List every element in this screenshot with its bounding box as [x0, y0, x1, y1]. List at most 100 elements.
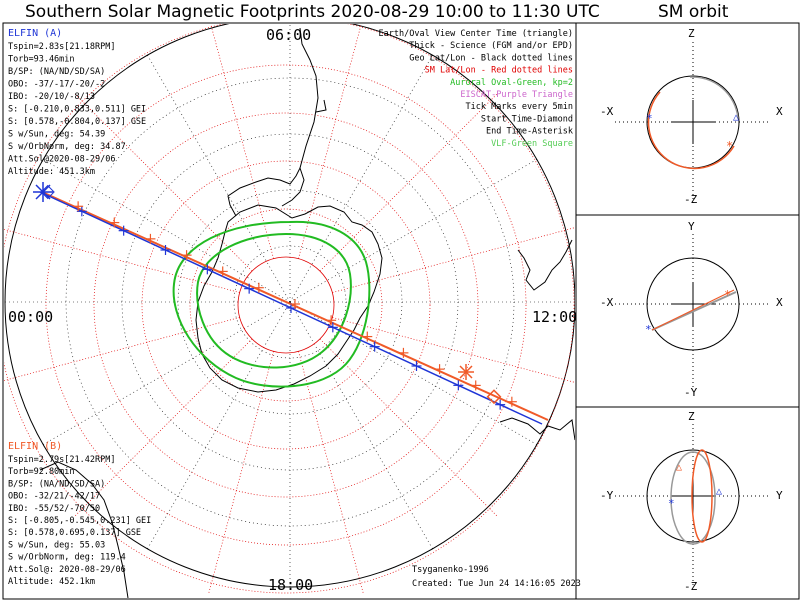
sm-lon-line [298, 351, 364, 595]
orbit-a-triangle-yz: △ [716, 486, 722, 497]
south-america-coastline [299, 27, 327, 169]
info-line: Altitude: 452.1km [8, 577, 95, 587]
orbit-path-b-xz [647, 91, 735, 170]
info-line: OBO: -37/-17/-20/-2 [8, 80, 105, 90]
legend-entry: VLF-Green Square [491, 139, 573, 149]
info-line: OBO: -32/21/-42/17 [8, 492, 100, 502]
info-line: S: [0.578,-0.804,0.137] GSE [8, 117, 146, 127]
orbit-yz-top: Z [688, 410, 695, 423]
sm-lat-circle [189, 208, 383, 402]
geo-lon-line [43, 301, 291, 445]
sm-lon-line [332, 227, 575, 293]
elfin-a-name: ELFIN (A) [8, 28, 62, 39]
info-line: S: [-0.210,0.833,0.511] GEI [8, 105, 146, 115]
geo-lon-line [147, 301, 291, 549]
legend-entry: SM Lat/Lon - Red dotted lines [425, 66, 573, 76]
australia-coastline [499, 417, 575, 441]
geo-lon-line [43, 159, 291, 303]
sm-lat-circle [45, 64, 527, 546]
africa-coastline [39, 461, 129, 598]
info-line: S w/OrbNorm, deg: 34.87 [8, 142, 126, 152]
info-line: Att.Sol@2020-08-29/06 [8, 155, 115, 165]
info-line: IBO: -55/52/-70/50 [8, 504, 100, 514]
elfin-a-diamond [40, 184, 55, 200]
orbit-title: SM orbit [658, 2, 729, 22]
sm-lon-line [208, 351, 274, 595]
orbit-b-end-xz: * [726, 139, 733, 153]
sm-lon-line [4, 229, 240, 293]
orbit-xy-right: X [776, 296, 783, 309]
orbit-xy-left: -X [600, 296, 614, 309]
orbit-panel-yz: △ * △ Z -Z -Y Y [600, 410, 783, 593]
legend-entry: Auroral Oval-Green, kp=2 [450, 78, 573, 88]
orbit-a-start-yz: * [668, 497, 675, 510]
elfin-b-start-diamond [486, 389, 502, 405]
orbit-xz-bottom: -Z [684, 193, 698, 206]
auroral-oval-outer [172, 220, 371, 388]
sm-lon-line [298, 24, 362, 259]
antarctic-peninsula [227, 166, 305, 217]
info-line: Torb=92.80min [8, 467, 75, 477]
polar-label-right: 12:00 [532, 308, 577, 326]
credit-created: Created: Tue Jun 24 14:16:05 2023 [412, 579, 581, 589]
legend-entry: Start Time-Diamond [481, 114, 573, 124]
elfin-a-info: Tspin=2.83s[21.18RPM] Torb=93.46min B/SP: … [8, 42, 146, 177]
legend-entry: End Time-Asterisk [486, 127, 573, 137]
geo-lon-line [289, 55, 433, 303]
geo-lon-line [289, 301, 537, 445]
legend-entry: Geo Lat/Lon - Black dotted lines [409, 53, 573, 63]
info-line: S w/Sun, deg: 55.03 [8, 540, 105, 550]
elfin-b-name: ELFIN (B) [8, 441, 62, 452]
orbit-xz-right: X [776, 105, 783, 118]
orbit-b-end-xy: * [724, 288, 731, 302]
elfin-b-ticks [73, 201, 517, 407]
orbit-xz-top: Z [688, 27, 695, 40]
info-line: S w/Sun, deg: 54.39 [8, 130, 105, 140]
elfin-b-end-asterisk [458, 364, 474, 380]
sm-lat-circle [4, 24, 575, 594]
orbit-xy-top: Y [688, 220, 695, 233]
orbit-path-b-xy [651, 289, 735, 331]
antarctica-coastline [195, 204, 383, 393]
info-line: S: [0.578,0.695,0.137] GSE [8, 528, 141, 538]
info-line: S: [-0.805,-0.545,0.231] GEI [8, 516, 151, 526]
polar-label-bottom: 18:00 [268, 576, 313, 594]
orbit-path-a-xz [689, 76, 739, 119]
elfin-a-start-asterisk [33, 182, 53, 202]
orbit-a-start-xy: * [645, 323, 652, 336]
plot-title: Southern Solar Magnetic Footprints 2020-… [25, 2, 600, 22]
orbit-panel-xy: * * Y -Y -X X [600, 220, 783, 399]
sm-lat-circle [141, 160, 431, 450]
orbit-yz-bottom: -Z [684, 580, 698, 593]
orbit-path-a-yz [670, 451, 716, 545]
orbit-b-triangle-yz: △ [676, 462, 682, 473]
sm-lat-circle [93, 112, 479, 498]
orbit-yz-left: -Y [600, 489, 614, 502]
info-line: B/SP: (NA/ND/SD/SA) [8, 67, 105, 77]
orbit-xy-bottom: -Y [684, 386, 698, 399]
legend: Earth/Oval View Center Time (triangle) Th… [379, 29, 573, 149]
orbit-path-b-yz [691, 449, 713, 543]
legend-entry: Earth/Oval View Center Time (triangle) [379, 29, 573, 39]
geo-latlon-grid [5, 24, 575, 587]
sm-lon-line [73, 338, 253, 518]
tasmania-coastline [517, 239, 573, 291]
info-line: Tspin=2.83s[21.18RPM] [8, 42, 115, 52]
sm-inner-circle [237, 256, 335, 354]
info-line: S w/OrbNorm, deg: 119.4 [8, 553, 126, 563]
elfin-b-info: Tspin=2.79s[21.42RPM] Torb=92.80min B/SP: … [8, 455, 151, 587]
orbit-panel-xz: * * △ Z -Z -X X [600, 27, 783, 206]
elfin-a-ticks [76, 206, 506, 410]
sm-lon-line [4, 317, 240, 381]
sm-lon-line [332, 317, 575, 383]
legend-entry: Thick - Science (FGM and/or EPD) [409, 41, 573, 51]
orbit-xz-left: -X [600, 105, 614, 118]
info-line: B/SP: (NA/ND/SD/SA) [8, 479, 105, 489]
info-line: Torb=93.46min [8, 55, 75, 65]
legend-entry: EISCAT-Purple Triangle [460, 90, 573, 100]
sm-lon-line [210, 24, 274, 259]
info-line: Att.Sol@: 2020-08-29/06 [8, 565, 126, 575]
orbit-a-start-xz: * [646, 112, 653, 125]
legend-entry: Tick Marks every 5min [466, 102, 573, 112]
